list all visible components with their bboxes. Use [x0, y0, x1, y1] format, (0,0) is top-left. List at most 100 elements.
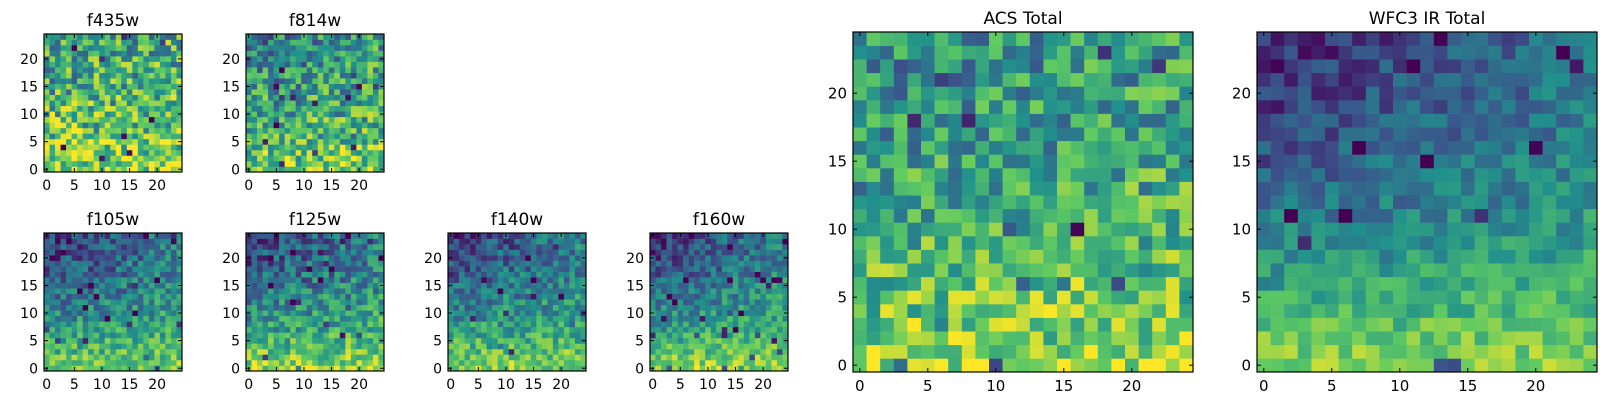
heatmap-cell: [743, 255, 750, 261]
heatmap-cell: [132, 332, 139, 339]
heatmap-cell: [1325, 222, 1339, 237]
x-tick-label: 15: [525, 377, 543, 393]
heatmap-cell: [49, 271, 56, 278]
heatmap-cell: [143, 249, 150, 256]
heatmap-cell: [334, 282, 341, 289]
heatmap-cell: [339, 249, 346, 256]
heatmap-cell: [345, 56, 352, 62]
heatmap-cell: [1125, 222, 1139, 237]
heatmap-cell: [350, 282, 357, 289]
x-tick-label: 10: [986, 377, 1005, 395]
heatmap-cell: [1569, 317, 1584, 332]
heatmap-cell: [514, 332, 521, 339]
heatmap-cell: [1569, 304, 1584, 318]
heatmap-cell: [1043, 140, 1058, 155]
heatmap-cell: [975, 195, 990, 210]
heatmap-cell: [356, 326, 363, 333]
heatmap-cell: [475, 266, 482, 272]
heatmap-cell: [378, 326, 385, 333]
heatmap-cell: [104, 255, 111, 261]
heatmap-cell: [1297, 208, 1312, 223]
heatmap-cell: [893, 208, 908, 223]
heatmap-cell: [115, 304, 122, 311]
heatmap-cell: [60, 83, 67, 90]
heatmap-cell: [295, 144, 302, 151]
heatmap-cell: [143, 155, 150, 162]
x-tick-label: 0: [42, 178, 51, 194]
heatmap-cell: [44, 343, 50, 350]
heatmap-cell: [738, 359, 745, 366]
heatmap-cell: [165, 255, 172, 261]
heatmap-cell: [290, 127, 296, 134]
heatmap-cell: [1016, 317, 1031, 332]
heatmap-cell: [66, 166, 72, 173]
heatmap-cell: [132, 50, 139, 57]
heatmap-cell: [1352, 304, 1367, 318]
heatmap-cell: [312, 315, 319, 322]
heatmap-cell: [361, 359, 368, 366]
heatmap-cell: [378, 233, 385, 239]
heatmap-cell: [345, 149, 352, 156]
heatmap-cell: [262, 348, 269, 355]
heatmap-cell: [1325, 168, 1339, 182]
heatmap-cell: [372, 277, 379, 283]
heatmap-cell: [754, 244, 761, 250]
heatmap-cell: [323, 111, 330, 118]
axes-frame: [447, 232, 587, 372]
heatmap-cell: [262, 288, 269, 295]
heatmap-cell: [486, 282, 493, 289]
heatmap-cell: [1365, 222, 1380, 237]
heatmap-cell: [1138, 276, 1153, 291]
heatmap-cell: [328, 61, 335, 68]
heatmap-cell: [66, 288, 72, 295]
heatmap-cell: [1002, 236, 1017, 250]
heatmap-cell: [115, 61, 122, 68]
heatmap-cell: [328, 127, 335, 134]
heatmap-cell: [55, 166, 61, 173]
heatmap-cell: [1325, 344, 1339, 359]
heatmap-cell: [334, 149, 341, 156]
heatmap-cell: [989, 168, 1003, 182]
heatmap-cell: [246, 149, 252, 156]
heatmap-cell: [115, 299, 122, 306]
heatmap-cell: [143, 255, 150, 261]
heatmap-cell: [661, 348, 667, 355]
heatmap-cell: [93, 348, 100, 355]
heatmap-cell: [323, 144, 330, 151]
heatmap-cell: [464, 233, 471, 239]
heatmap-cell: [88, 100, 94, 107]
heatmap-cell: [1542, 181, 1557, 196]
heatmap-cell: [486, 310, 493, 317]
heatmap-cell: [497, 359, 504, 366]
heatmap-cell: [93, 56, 100, 62]
heatmap-cell: [776, 244, 783, 250]
heatmap-cell: [1284, 276, 1299, 291]
heatmap-cell: [104, 310, 111, 317]
heatmap-cell: [143, 105, 150, 112]
heatmap-cell: [743, 244, 750, 250]
heatmap-cell: [743, 266, 750, 272]
heatmap-cell: [334, 166, 341, 173]
heatmap-cell: [688, 266, 695, 272]
heatmap-cell: [143, 348, 150, 355]
heatmap-cell: [290, 133, 296, 140]
heatmap-cell: [295, 45, 302, 51]
heatmap-cell: [126, 260, 133, 267]
heatmap-cell: [44, 149, 50, 156]
heatmap-cell: [1569, 263, 1584, 278]
heatmap-cell: [459, 293, 465, 300]
heatmap-cell: [492, 299, 498, 306]
heatmap-cell: [760, 326, 767, 333]
heatmap-cell: [563, 249, 570, 256]
heatmap-cell: [470, 348, 476, 355]
heatmap-cell: [88, 277, 94, 283]
heatmap-cell: [110, 233, 117, 239]
heatmap-cell: [907, 358, 922, 373]
heatmap-cell: [339, 299, 346, 306]
heatmap-cell: [448, 266, 454, 272]
heatmap-cell: [165, 61, 172, 68]
heatmap-cell: [1338, 263, 1353, 278]
heatmap-cell: [1529, 317, 1543, 332]
heatmap-cell: [503, 299, 510, 306]
heatmap-cell: [361, 326, 368, 333]
